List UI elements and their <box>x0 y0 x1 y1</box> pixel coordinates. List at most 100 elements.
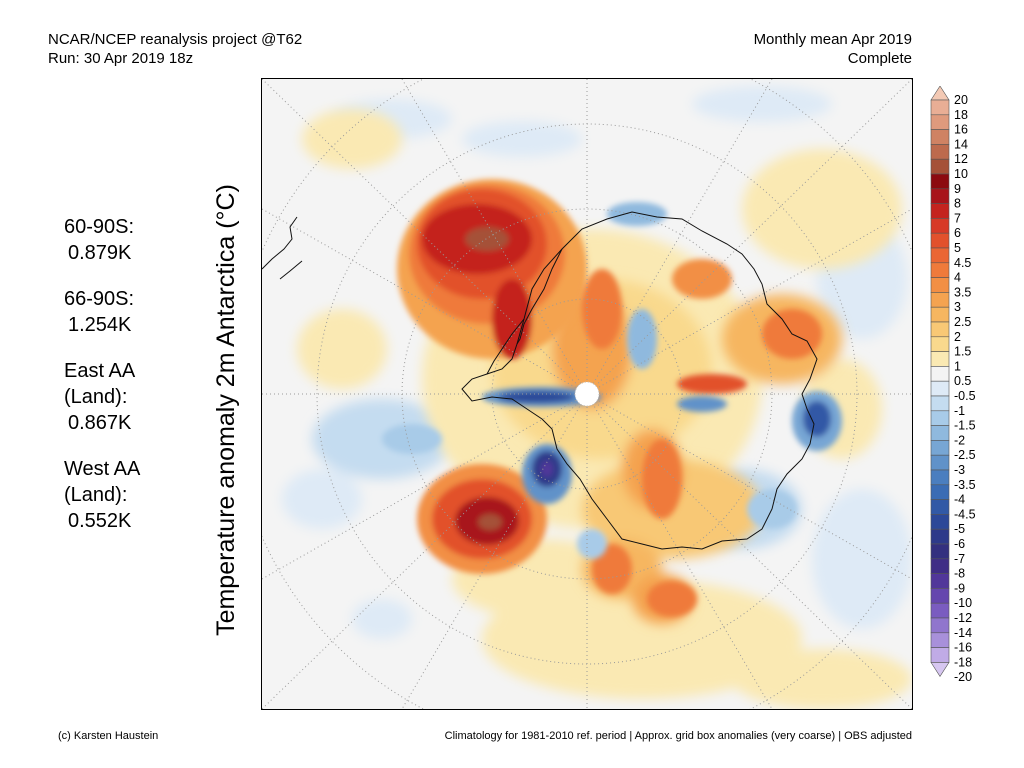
colorbar-tick-label: 7 <box>954 211 961 225</box>
colorbar-tick-label: 2.5 <box>954 315 971 329</box>
colorbar-tick-label: 1 <box>954 359 961 373</box>
stat-east-aa: East AA (Land): 0.867K <box>64 358 160 436</box>
colorbar-swatch <box>930 469 950 486</box>
footer-credit: (c) Karsten Haustein <box>58 730 159 742</box>
south-america-coastline <box>262 216 303 280</box>
colorbar-swatch <box>930 188 950 204</box>
colorbar-tick-label: 14 <box>954 137 968 151</box>
map-panel <box>261 78 913 710</box>
colorbar-tick-label: -16 <box>954 641 972 655</box>
warm-anomaly-spots <box>582 259 822 617</box>
colorbar-tick-label: 18 <box>954 108 968 122</box>
colorbar-swatch <box>930 129 950 145</box>
colorbar-swatch <box>930 306 950 323</box>
header-period: Monthly mean Apr 2019 <box>753 31 912 48</box>
warm-anomaly-peninsula <box>397 179 587 359</box>
colorbar-swatch <box>930 292 950 308</box>
colorbar-tick-label: 1.5 <box>954 345 971 359</box>
colorbar-tick-label: -18 <box>954 655 972 669</box>
colorbar-swatch <box>930 454 950 471</box>
stats-panel: 60-90S: 0.879K 66-90S: 1.254K East AA (L… <box>64 214 160 554</box>
colorbar-swatch <box>930 602 950 619</box>
colorbar-swatch <box>930 158 950 175</box>
colorbar-tick-label: -4.5 <box>954 507 976 521</box>
pole-marker <box>574 381 600 407</box>
colorbar-swatch <box>930 395 950 412</box>
colorbar-swatch <box>930 218 950 234</box>
colorbar-swatch <box>930 617 950 634</box>
colorbar-swatch <box>930 321 950 338</box>
colorbar-tick-label: -5 <box>954 522 965 536</box>
header-right: Monthly mean Apr 2019 Complete <box>754 30 912 68</box>
colorbar-tick-label: 16 <box>954 123 968 137</box>
colorbar-tick-label: -0.5 <box>954 389 976 403</box>
stat-label: East AA (Land): <box>64 360 135 408</box>
colorbar-swatch <box>930 380 950 397</box>
colorbar-tick-label: -1 <box>954 404 965 418</box>
colorbar-swatch <box>930 277 950 293</box>
colorbar-tick-label: 4.5 <box>954 256 971 270</box>
stat-label: West AA (Land): <box>64 458 140 506</box>
stat-west-aa: West AA (Land): 0.552K <box>64 456 160 534</box>
colorbar-swatch <box>930 440 950 456</box>
colorbar-tick-label: -9 <box>954 581 965 595</box>
colorbar-swatch <box>930 632 950 648</box>
warm-anomaly-southwest <box>417 464 547 574</box>
colorbar-swatch <box>930 543 950 560</box>
header-left: NCAR/NCEP reanalysis project @T62 Run: 3… <box>48 30 302 68</box>
colorbar-swatch <box>930 262 950 278</box>
header-status: Complete <box>847 50 912 67</box>
footer-note: Climatology for 1981-2010 ref. period | … <box>444 730 912 742</box>
header-dataset: NCAR/NCEP reanalysis project @T62 <box>48 31 303 48</box>
colorbar-tick-label: 4 <box>954 271 961 285</box>
colorbar-tick-label: 2 <box>954 330 961 344</box>
colorbar-swatch <box>930 351 950 367</box>
colorbar-swatch <box>930 558 950 574</box>
antarctic-peninsula <box>486 248 563 375</box>
colorbar-min-arrow <box>930 662 950 677</box>
colorbar-tick-label: -1.5 <box>954 419 976 433</box>
colorbar-swatch <box>930 410 950 426</box>
colorbar-swatch <box>930 588 950 604</box>
colorbar-swatch <box>930 499 950 515</box>
anomaly-map <box>262 79 912 709</box>
colorbar-tick-label: -7 <box>954 552 965 566</box>
colorbar-swatch <box>930 232 950 249</box>
colorbar-tick-label: -12 <box>954 611 972 625</box>
colorbar-swatch <box>930 247 950 264</box>
header-run: Run: 30 Apr 2019 18z <box>48 50 194 67</box>
colorbar-tick-label: 0.5 <box>954 374 971 388</box>
colorbar-swatch <box>930 425 950 441</box>
antarctica-coastline <box>461 211 818 550</box>
colorbar-tick-label: 3 <box>954 300 961 314</box>
colorbar-swatch <box>930 366 950 382</box>
colorbar-tick-label: -3.5 <box>954 478 976 492</box>
colorbar-tick-label: 6 <box>954 226 961 240</box>
stat-value: 0.867K <box>68 412 132 434</box>
colorbar-tick-label: -8 <box>954 567 965 581</box>
stat-label: 66-90S: <box>64 288 135 310</box>
axis-label: Temperature anomaly 2m Antarctica (°C) <box>212 184 240 636</box>
stat-value: 0.879K <box>68 242 132 264</box>
colorbar-swatch <box>930 647 950 663</box>
colorbar-swatch <box>930 144 950 160</box>
colorbar-swatches <box>930 86 950 677</box>
stat-value: 0.552K <box>68 510 132 532</box>
colorbar-tick-label: 3.5 <box>954 285 971 299</box>
colorbar-swatch <box>930 99 950 116</box>
colorbar-tick-label: 10 <box>954 167 968 181</box>
colorbar-swatch <box>930 514 950 530</box>
colorbar-tick-label: -20 <box>954 670 972 684</box>
colorbar-swatch <box>930 114 950 130</box>
stat-value: 1.254K <box>68 314 132 336</box>
stat-label: 60-90S: <box>64 216 135 238</box>
colorbar-swatch <box>930 573 950 589</box>
stat-66-90s: 66-90S: 1.254K <box>64 286 160 338</box>
colorbar-tick-label: 5 <box>954 241 961 255</box>
colorbar-tick-label: -10 <box>954 596 972 610</box>
colorbar-swatch <box>930 203 950 219</box>
colorbar-swatch <box>930 528 950 545</box>
colorbar-tick-label: 9 <box>954 182 961 196</box>
colorbar-max-arrow <box>930 86 950 101</box>
colorbar-swatch <box>930 336 950 352</box>
